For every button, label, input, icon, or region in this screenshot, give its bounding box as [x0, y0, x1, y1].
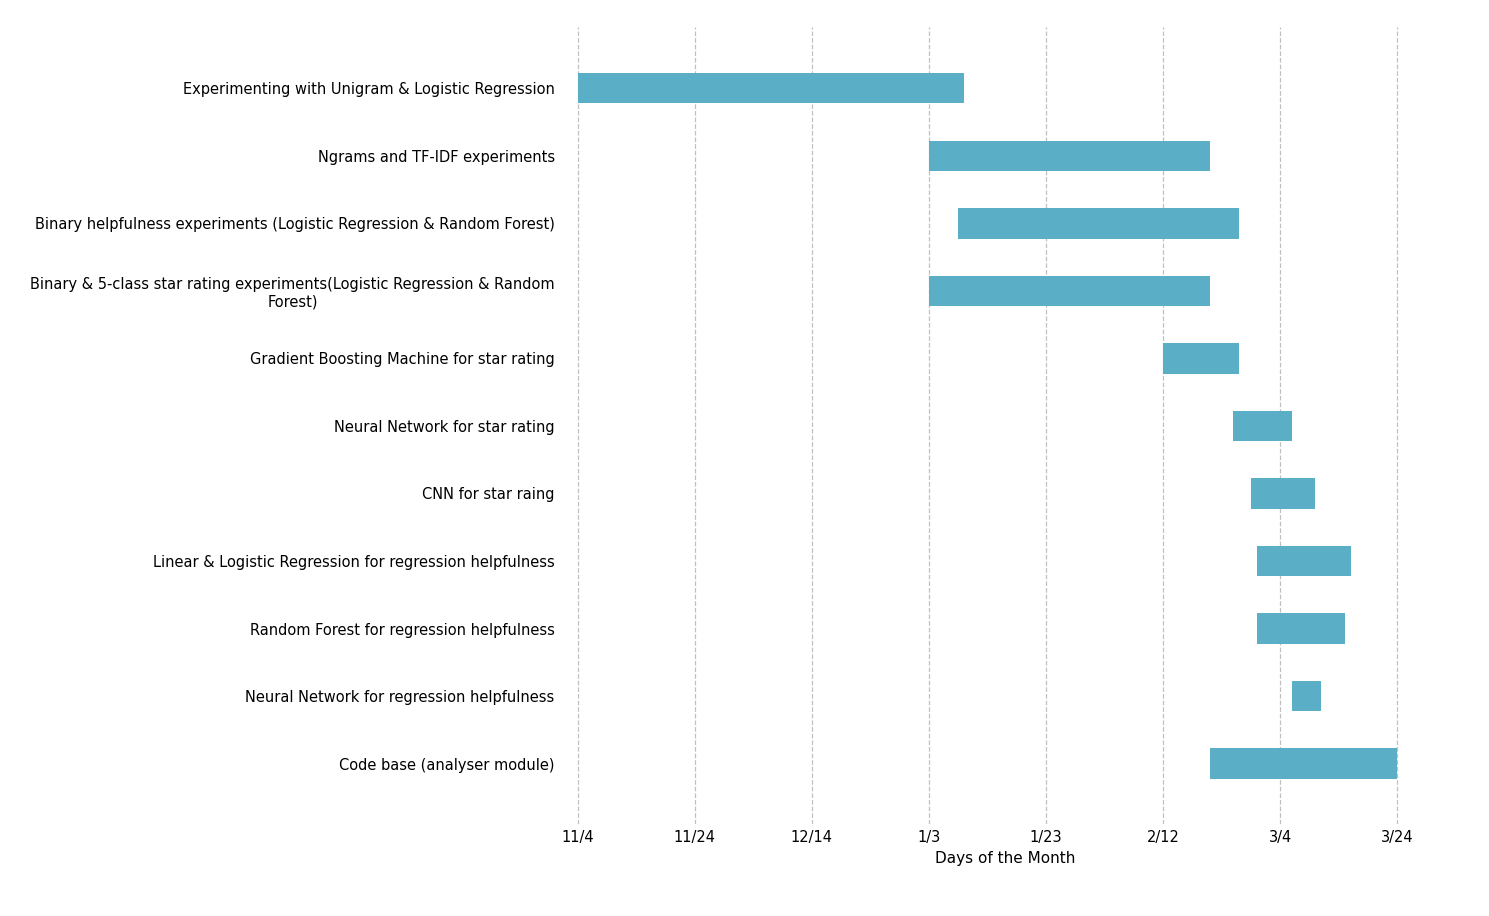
- Bar: [929, 140, 1211, 171]
- Bar: [929, 276, 1211, 306]
- Bar: [1292, 681, 1321, 712]
- Bar: [1233, 410, 1292, 442]
- Bar: [1251, 478, 1315, 508]
- Bar: [1211, 748, 1398, 779]
- Bar: [1257, 614, 1345, 644]
- Bar: [1257, 546, 1351, 576]
- Bar: [959, 208, 1239, 238]
- X-axis label: Days of the Month: Days of the Month: [935, 851, 1075, 866]
- Bar: [578, 73, 963, 104]
- Bar: [1163, 344, 1239, 374]
